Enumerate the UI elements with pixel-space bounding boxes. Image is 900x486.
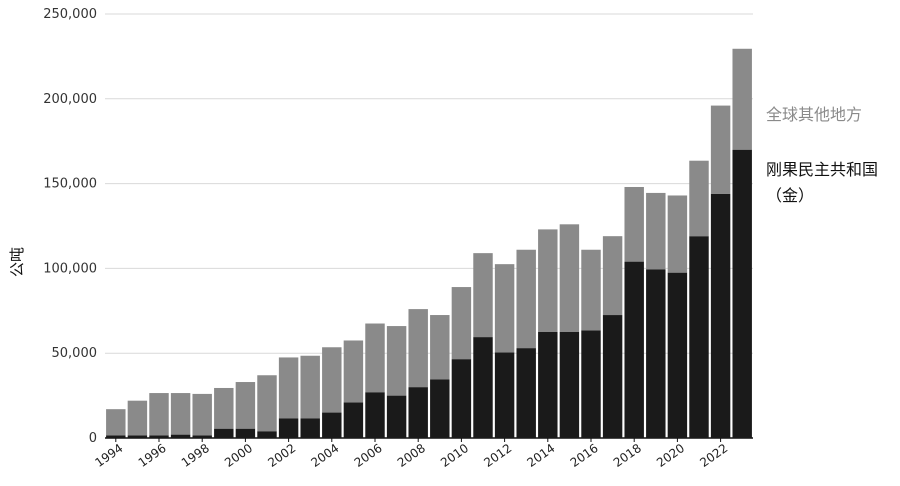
bar-drc-2022 [710,193,731,438]
bar-drc-2016 [581,330,601,438]
bar-drc-2012 [494,352,515,438]
bar-drc-1994 [106,435,126,438]
x-tick-label: 2010 [438,441,471,470]
legend-label-other: 全球其他地方 [766,105,862,124]
bar-drc-1997 [170,434,191,438]
bar-other-2000 [235,382,256,429]
x-axis: 1994 1996 1998 2000 2002 2004 2006 2008 2010 2012… [92,438,730,470]
bar-other-2012 [494,264,515,353]
y-axis: 0 50,000 100,000 150,000 200,000 250,000 [43,7,97,446]
x-tick-label: 2016 [568,441,601,470]
bar-other-2001 [257,375,277,432]
y-tick-label: 250,000 [43,7,97,22]
bar-drc-2006 [365,392,385,438]
bar-drc-2019 [646,269,666,438]
bar-drc-2021 [689,236,709,438]
x-tick-label: 2012 [481,441,514,470]
bar-other-2007 [386,326,407,396]
bar-drc-2020 [667,272,688,438]
x-tick-label: 2004 [308,441,341,470]
bar-other-2015 [559,224,580,332]
bar-drc-2000 [235,428,256,438]
bar-drc-1998 [192,435,212,438]
bars [106,48,752,438]
bar-drc-2001 [257,431,277,438]
x-tick-label: 2008 [395,441,428,470]
y-tick-label: 200,000 [43,92,97,107]
x-tick-label: 2020 [654,441,687,470]
bar-drc-2010 [451,359,472,438]
x-tick-label: 2006 [352,441,385,470]
x-tick-label: 1998 [179,441,212,470]
bar-other-2019 [646,192,666,270]
gridlines [105,13,753,439]
bar-drc-2014 [538,332,558,438]
bar-other-2005 [343,340,364,403]
bar-drc-2011 [473,337,493,438]
bar-other-2016 [581,249,601,331]
bar-other-2008 [408,309,428,388]
bar-other-2003 [300,355,320,419]
bar-other-1996 [149,393,169,436]
y-tick-label: 50,000 [52,346,98,361]
bar-drc-1999 [214,428,234,438]
bar-drc-2023 [732,149,752,438]
bar-other-2023 [732,48,752,150]
bar-other-2009 [430,315,450,380]
bar-drc-2004 [322,412,342,438]
bar-drc-2018 [624,261,644,438]
bar-other-2018 [624,186,644,262]
bar-other-2011 [473,253,493,338]
x-tick-label: 1996 [136,441,169,470]
bar-drc-1996 [149,435,169,438]
legend-label-drc-line1: 刚果民主共和国 [766,160,878,179]
x-tick-label: 2018 [611,441,644,470]
bar-other-2013 [516,249,536,349]
bar-other-1998 [192,393,212,436]
y-axis-label: 公吨 [8,247,26,277]
x-tick-label: 2022 [697,441,730,470]
bar-drc-2009 [430,379,450,438]
y-tick-label: 150,000 [43,177,97,192]
x-tick-label: 1994 [92,441,125,470]
bar-other-1997 [170,393,191,435]
bar-drc-2017 [602,315,623,438]
bar-other-1999 [214,387,234,429]
bar-other-2006 [365,323,385,393]
legend-label-drc-line2: （金） [766,186,814,205]
bar-other-2017 [602,236,623,316]
bar-drc-2007 [386,395,407,438]
x-tick-label: 2002 [265,441,298,470]
bar-other-2004 [322,347,342,413]
bar-drc-2013 [516,348,536,438]
bar-other-2010 [451,287,472,360]
bar-other-2014 [538,229,558,332]
bar-drc-2015 [559,332,580,438]
bar-drc-2002 [278,418,299,438]
x-tick-label: 2014 [524,441,557,470]
bar-drc-2005 [343,402,364,438]
bar-drc-2003 [300,418,320,438]
y-tick-label: 0 [89,431,97,446]
y-tick-label: 100,000 [43,261,97,276]
bar-other-2002 [278,357,299,419]
bar-drc-1995 [127,435,148,438]
bar-other-2020 [667,195,688,273]
legend: 全球其他地方 刚果民主共和国 （金） [766,105,878,205]
bar-other-2022 [710,105,731,194]
x-tick-label: 2000 [222,441,255,470]
bar-drc-2008 [408,387,428,438]
bar-other-1995 [127,400,148,436]
bar-other-1994 [106,409,126,436]
bar-other-2021 [689,160,709,237]
